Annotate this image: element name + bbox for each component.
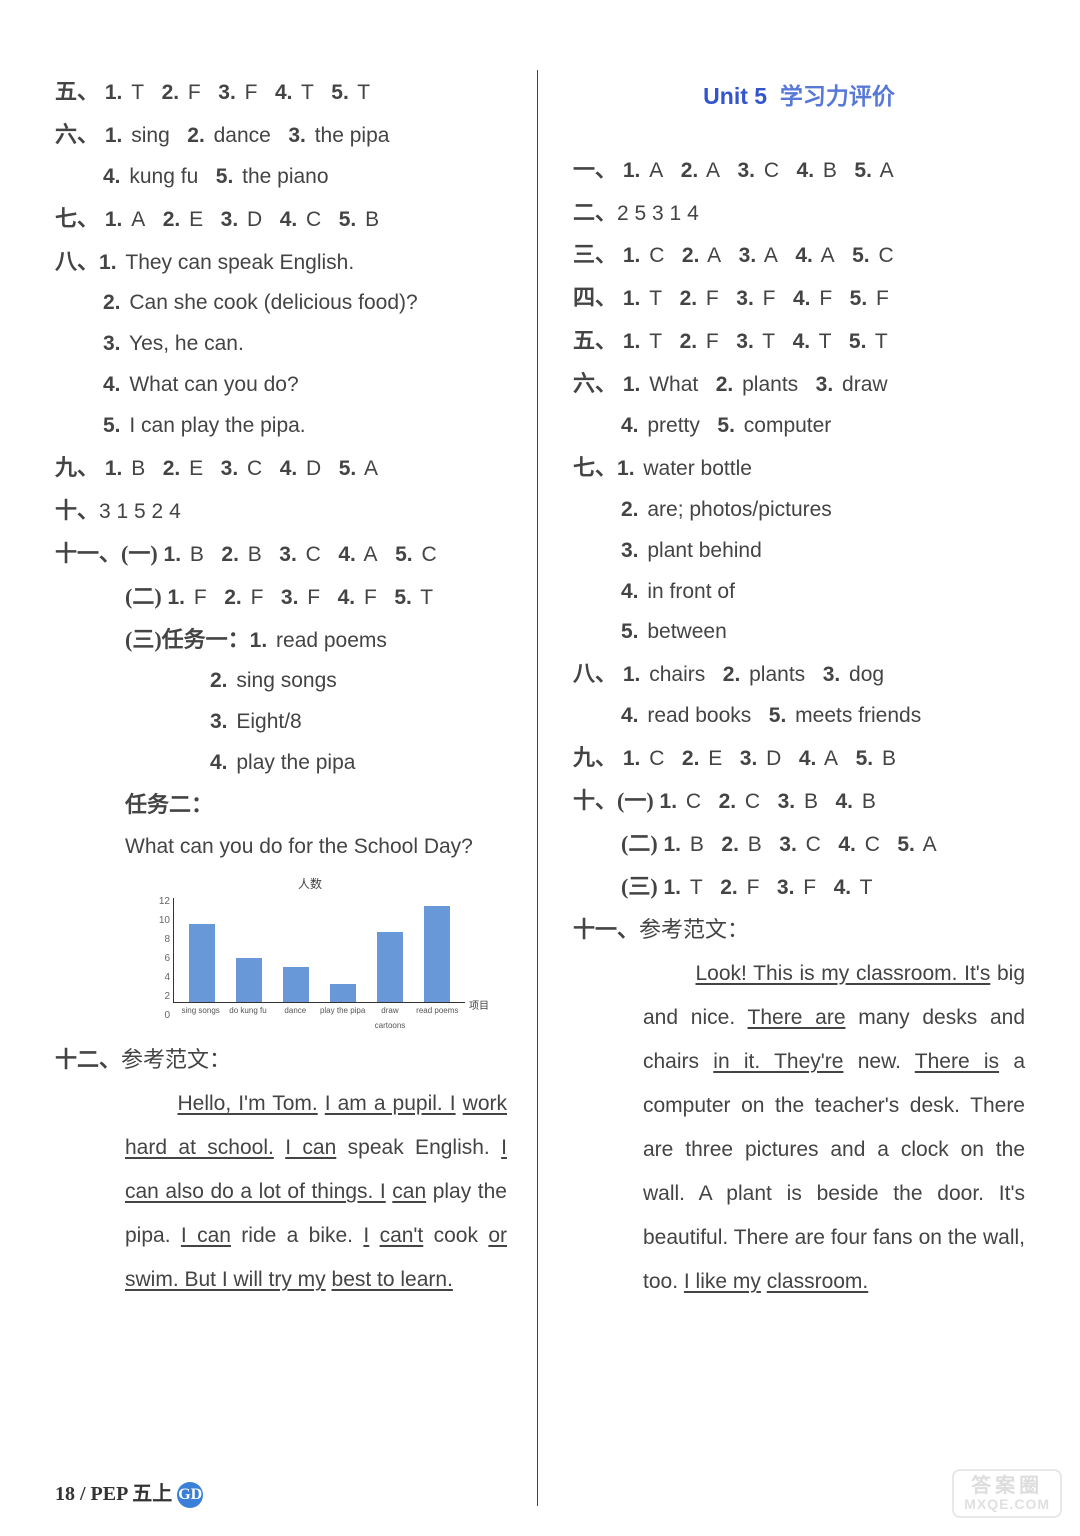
r-section-8-line1: 八、 1. chairs 2. plants 3. dog [573,653,1025,695]
section-11-task2-q: What can you do for the School Day? [55,827,507,867]
chart-xlabels: sing songsdo kung fudanceplay the pipadr… [173,1003,465,1033]
chart-bar [189,924,215,1002]
chart-xlabel: read poems [414,1003,461,1033]
section-8-3: 3. Yes, he can. [55,324,507,364]
chart-ylabels: 121086420 [156,892,170,1008]
page-footer: 18 / PEP 五上 GD [55,1477,203,1508]
r-section-11-label: 十一、参考范文： [573,909,1025,951]
essay-right: Look! This is my classroom. It's big and… [573,952,1025,1305]
chart-xlabel: sing songs [177,1003,224,1033]
chart-bar [283,967,309,1002]
section-11-g3-1: (三)任务一：1. read poems [55,619,507,661]
r-section-8-line2: 4. read books 5. meets friends [573,696,1025,736]
essay-left: Hello, I'm Tom. I am a pupil. I work har… [55,1082,507,1302]
r-section-10-g2: (二) 1. B 2. B 3. C 4. C 5. A [573,823,1025,865]
section-9: 九、 1. B 2. E 3. C 4. D 5. A [55,447,507,489]
bar-chart: 人数 121086420 项目 sing songsdo kung fudanc… [155,873,465,1033]
r-section-9: 九、 1. C 2. E 3. D 4. A 5. B [573,737,1025,779]
r-section-3: 三、 1. C 2. A 3. A 4. A 5. C [573,234,1025,276]
r-section-1: 一、 1. A 2. A 3. C 4. B 5. A [573,149,1025,191]
chart-title: 人数 [155,873,465,896]
left-column: 五、 1. T 2. F 3. F 4. T 5. T 六、 1. sing 2… [55,70,538,1506]
section-8-4: 4. What can you do? [55,365,507,405]
section-11-g1: 十一、(一) 1. B 2. B 3. C 4. A 5. C [55,533,507,575]
r-section-7-2: 2. are; photos/pictures [573,490,1025,530]
r-section-10-g3: (三) 1. T 2. F 3. F 4. T [573,866,1025,908]
section-10: 十、3 1 5 2 4 [55,490,507,532]
section-12-label: 十二、参考范文： [55,1039,507,1081]
r-section-10-g1: 十、(一) 1. C 2. C 3. B 4. B [573,780,1025,822]
chart-bar [330,984,356,1001]
section-7: 七、 1. A 2. E 3. D 4. C 5. B [55,198,507,240]
r-section-5: 五、 1. T 2. F 3. T 4. T 5. T [573,320,1025,362]
r-section-7-5: 5. between [573,612,1025,652]
chart-xlabel: do kung fu [224,1003,271,1033]
section-11-g3-2: 2. sing songs [55,661,507,701]
section-6-line2: 4. kung fu 5. the piano [55,157,507,197]
r-section-7-3: 3. plant behind [573,531,1025,571]
r-section-7-1: 七、1. water bottle [573,447,1025,489]
section-8-2: 2. Can she cook (delicious food)? [55,283,507,323]
chart-xlabel: dance [272,1003,319,1033]
chart-bar [377,932,403,1001]
section-8-5: 5. I can play the pipa. [55,406,507,446]
r-section-6-line1: 六、 1. What 2. plants 3. draw [573,363,1025,405]
r-section-2: 二、2 5 3 1 4 [573,192,1025,234]
chart-xlabel: play the pipa [319,1003,366,1033]
unit-heading: Unit 5 学习力评价 [573,75,1025,119]
r-section-6-line2: 4. pretty 5. computer [573,406,1025,446]
r-section-4: 四、 1. T 2. F 3. F 4. F 5. F [573,277,1025,319]
r-section-7-4: 4. in front of [573,572,1025,612]
chart-xlabel: draw cartoons [366,1003,413,1033]
section-11-g2: (二) 1. F 2. F 3. F 4. F 5. T [55,576,507,618]
watermark: 答案圈 MXQE.COM [952,1469,1062,1518]
chart-area: 121086420 项目 [173,898,465,1003]
section-5: 五、 1. T 2. F 3. F 4. T 5. T [55,71,507,113]
chart-bar [424,906,450,1001]
section-11-task2-label: 任务二： [55,784,507,826]
section-8-1: 八、1. They can speak English. [55,241,507,283]
section-6-line1: 六、 1. sing 2. dance 3. the pipa [55,114,507,156]
right-column: Unit 5 学习力评价 一、 1. A 2. A 3. C 4. B 5. A… [538,70,1025,1506]
chart-bar [236,958,262,1001]
section-11-g3-3: 3. Eight/8 [55,702,507,742]
section-11-g3-4: 4. play the pipa [55,743,507,783]
